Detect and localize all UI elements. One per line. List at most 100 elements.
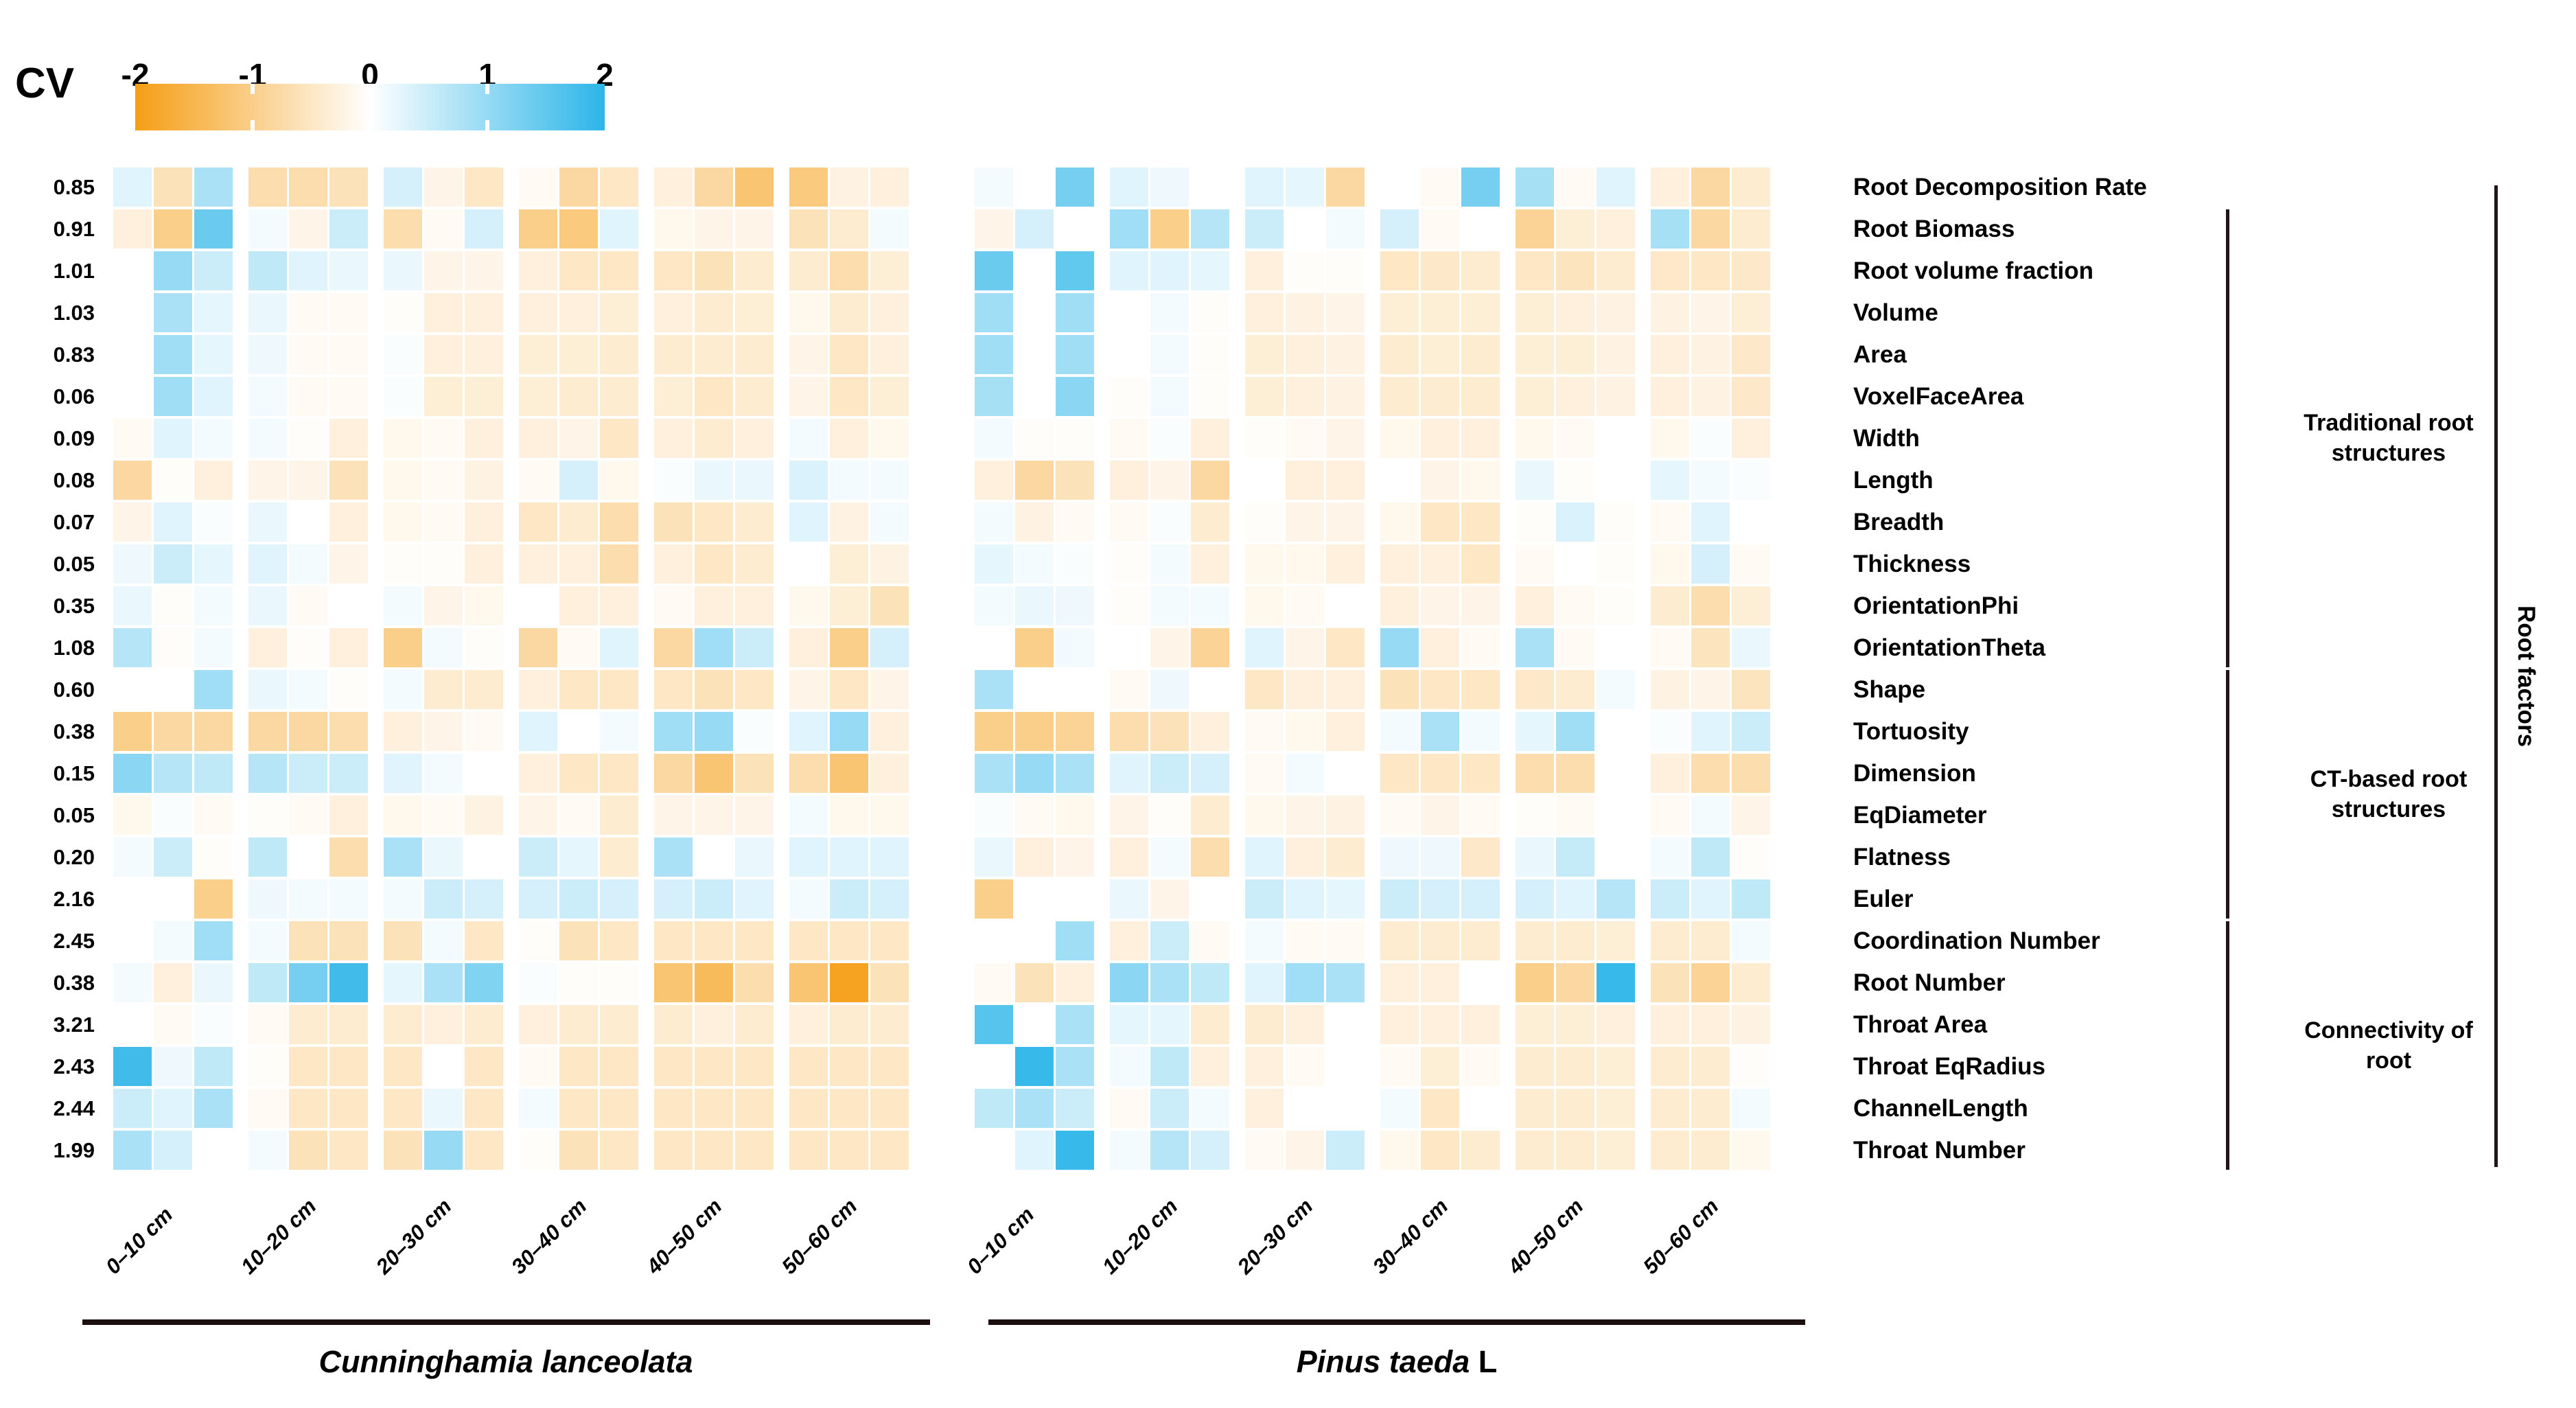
heatmap-cell bbox=[1461, 209, 1500, 249]
heatmap-cell bbox=[559, 503, 598, 542]
heatmap-cell bbox=[465, 503, 503, 542]
heatmap-cell bbox=[1732, 921, 1770, 960]
heatmap-cell bbox=[194, 712, 233, 751]
heatmap-cell bbox=[1651, 796, 1689, 835]
heatmap-cell bbox=[1380, 1131, 1419, 1170]
bracket-traditional bbox=[2226, 209, 2229, 667]
heatmap-cell bbox=[1245, 1131, 1284, 1170]
heatmap-cell bbox=[1651, 1047, 1689, 1086]
heatmap-cell bbox=[870, 963, 909, 1002]
heatmap-cell bbox=[830, 670, 868, 709]
heatmap-cell bbox=[559, 921, 598, 960]
heatmap-cell bbox=[289, 544, 327, 584]
heatmap-cell bbox=[870, 1131, 909, 1170]
heatmap-cell bbox=[1245, 754, 1284, 793]
heatmap-cell bbox=[194, 335, 233, 374]
heatmap-cell bbox=[600, 461, 638, 500]
heatmap-cell bbox=[654, 335, 693, 374]
heatmap-cell bbox=[559, 1047, 598, 1086]
heatmap-cell bbox=[384, 628, 422, 667]
heatmap-cell bbox=[248, 754, 287, 793]
heatmap-cell bbox=[289, 879, 327, 919]
heatmap-cell bbox=[113, 1005, 152, 1044]
heatmap-cell bbox=[113, 293, 152, 332]
heatmap-cell bbox=[154, 503, 192, 542]
heatmap-cell bbox=[559, 1005, 598, 1044]
heatmap-cell bbox=[975, 712, 1013, 751]
heatmap-cell bbox=[1015, 1005, 1054, 1044]
heatmap-cell bbox=[248, 1089, 287, 1128]
heatmap-cell bbox=[1286, 1005, 1324, 1044]
depth-label: 20–30 cm bbox=[1233, 1194, 1318, 1279]
species-name-italic: Cunninghamia lanceolata bbox=[318, 1344, 693, 1379]
heatmap-cell bbox=[248, 1131, 287, 1170]
heatmap-cell bbox=[465, 1005, 503, 1044]
row-label: Thickness bbox=[1853, 550, 1971, 577]
heatmap-cell bbox=[465, 838, 503, 877]
heatmap-cell bbox=[154, 1047, 192, 1086]
heatmap-cell bbox=[1380, 712, 1419, 751]
heatmap-cell bbox=[1056, 1047, 1094, 1086]
depth-label: 0–10 cm bbox=[962, 1202, 1039, 1279]
heatmap-cell bbox=[830, 168, 868, 207]
heatmap-cell bbox=[194, 377, 233, 416]
heatmap-cell bbox=[519, 712, 557, 751]
heatmap-cell bbox=[1597, 168, 1635, 207]
heatmap-cell bbox=[1056, 963, 1094, 1002]
heatmap-cell bbox=[654, 168, 693, 207]
heatmap-cell bbox=[1732, 712, 1770, 751]
heatmap-cell bbox=[519, 1131, 557, 1170]
heatmap-cell bbox=[600, 1131, 638, 1170]
heatmap-cell bbox=[289, 963, 327, 1002]
heatmap-cell bbox=[329, 796, 368, 835]
heatmap-cell bbox=[1326, 754, 1365, 793]
heatmap-cell bbox=[830, 377, 868, 416]
heatmap-cell bbox=[1286, 879, 1324, 919]
heatmap-cell bbox=[1245, 712, 1284, 751]
heatmap-cell bbox=[424, 838, 463, 877]
heatmap-cell bbox=[1516, 1089, 1554, 1128]
heatmap-cell bbox=[465, 419, 503, 458]
heatmap-cell bbox=[289, 335, 327, 374]
heatmap-cell bbox=[384, 377, 422, 416]
heatmap-cell bbox=[384, 335, 422, 374]
heatmap-cell bbox=[735, 209, 774, 249]
heatmap-cell bbox=[1732, 1005, 1770, 1044]
heatmap-cell bbox=[870, 1089, 909, 1128]
heatmap-cell bbox=[1326, 838, 1365, 877]
heatmap-cell bbox=[1732, 1047, 1770, 1086]
heatmap-cell bbox=[384, 1047, 422, 1086]
heatmap-cell bbox=[735, 419, 774, 458]
heatmap-cell bbox=[289, 377, 327, 416]
heatmap-cell bbox=[248, 377, 287, 416]
heatmap-cell bbox=[1110, 838, 1148, 877]
heatmap-cell bbox=[1380, 503, 1419, 542]
heatmap-cell bbox=[654, 1005, 693, 1044]
heatmap-cell bbox=[424, 796, 463, 835]
heatmap-cell bbox=[384, 419, 422, 458]
heatmap-cell bbox=[384, 544, 422, 584]
heatmap-cell bbox=[1056, 796, 1094, 835]
heatmap-cell bbox=[1516, 1131, 1554, 1170]
heatmap-cell bbox=[1015, 628, 1054, 667]
heatmap-cell bbox=[1556, 168, 1594, 207]
heatmap-cell bbox=[600, 544, 638, 584]
heatmap-cell bbox=[1421, 586, 1459, 625]
heatmap-cell bbox=[1286, 628, 1324, 667]
heatmap-cell bbox=[735, 293, 774, 332]
heatmap-cell bbox=[1110, 963, 1148, 1002]
heatmap-cell bbox=[600, 921, 638, 960]
row-label: Length bbox=[1853, 466, 1934, 494]
heatmap-cell bbox=[194, 419, 233, 458]
heatmap-cell bbox=[1191, 712, 1229, 751]
cv-value: 0.60 bbox=[53, 677, 95, 702]
heatmap-cell bbox=[975, 921, 1013, 960]
heatmap-cell bbox=[1651, 293, 1689, 332]
heatmap-cell bbox=[559, 963, 598, 1002]
heatmap-cell bbox=[1461, 168, 1500, 207]
heatmap-cell bbox=[1651, 1089, 1689, 1128]
heatmap-cell bbox=[1691, 544, 1730, 584]
heatmap-cell bbox=[1421, 461, 1459, 500]
heatmap-cell bbox=[194, 754, 233, 793]
